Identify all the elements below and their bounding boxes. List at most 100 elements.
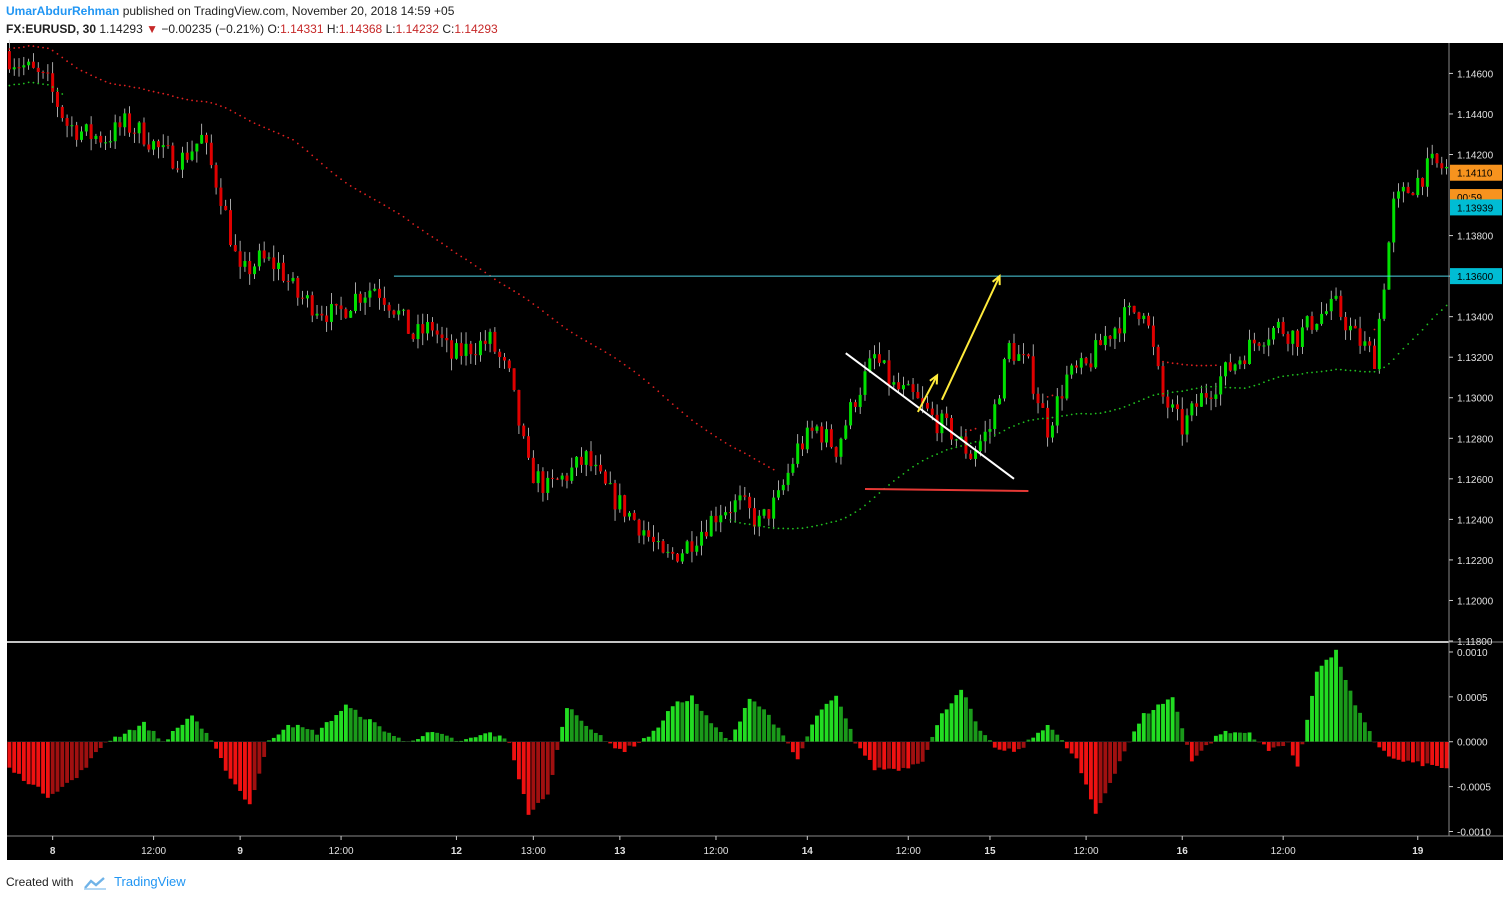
ma-fast-dot (1325, 370, 1328, 372)
histogram-bar (954, 695, 959, 742)
histogram-bar (1074, 741, 1079, 759)
ma-fast-dot (1397, 352, 1400, 355)
y-tick-label: 1.11800 (1457, 637, 1493, 648)
candle (440, 326, 444, 347)
candle-body (1022, 354, 1026, 356)
histogram-bar (98, 741, 103, 748)
histogram-bar (209, 740, 214, 742)
ma-fast-dot (734, 520, 737, 523)
histogram-bar (156, 738, 161, 742)
ma-value-badge: 1.13939 (1450, 199, 1502, 216)
ma-fast-dot (960, 445, 963, 447)
histogram-bar (1031, 737, 1036, 742)
histogram-bar (853, 741, 858, 744)
histogram-bar (790, 741, 795, 753)
candle-body (935, 414, 939, 434)
ma-fast-dot (902, 472, 905, 475)
tradingview-logo-icon (83, 876, 106, 890)
histogram-bar (454, 741, 459, 742)
candle-body (180, 152, 184, 170)
ma-fast-dot (763, 525, 765, 528)
candle (147, 132, 151, 153)
ma-slow-dot (253, 122, 256, 125)
candle-body (1329, 298, 1333, 312)
histogram-bar (858, 741, 863, 749)
ma-slow-dot (330, 170, 333, 173)
histogram-bar (1353, 705, 1358, 742)
candle (1411, 191, 1415, 196)
candle (570, 457, 574, 484)
histogram-bar (420, 736, 425, 742)
candle (801, 436, 804, 457)
ma-slow-dot (642, 378, 645, 381)
candle-body (1065, 374, 1069, 399)
candle (536, 464, 540, 493)
candle-body (882, 360, 886, 363)
candle (166, 135, 170, 149)
ma-slow-dot (691, 419, 693, 422)
ma-slow-dot (686, 415, 689, 418)
candle (1238, 356, 1242, 370)
histogram-bar (728, 739, 733, 742)
candle (1022, 343, 1026, 364)
candle (55, 87, 59, 118)
candle-body (661, 541, 665, 553)
candle-body (406, 309, 410, 334)
histogram-bar (1108, 741, 1113, 783)
author-name[interactable]: UmarAbdurRehman (6, 4, 120, 18)
candle (118, 116, 122, 136)
ma-fast-dot (1363, 370, 1366, 373)
candle (829, 424, 833, 449)
ma-fast-dot (868, 500, 871, 503)
ma-slow-dot (258, 124, 261, 127)
candle (267, 252, 271, 261)
candle-body (541, 471, 545, 493)
histogram-bar (7, 741, 12, 768)
candle (108, 130, 112, 148)
candle (1079, 352, 1083, 375)
histogram-bar (771, 724, 776, 742)
ma-fast-dot (1291, 374, 1294, 376)
candle-body (329, 304, 333, 322)
candle (527, 427, 531, 460)
candle (75, 121, 79, 147)
histogram-bar (127, 729, 132, 742)
histogram-bar (21, 741, 26, 781)
histogram-bar (228, 741, 233, 779)
candle-body (844, 425, 848, 439)
histogram-bar (1295, 741, 1300, 767)
ma-slow-dot (99, 78, 102, 81)
candle-body (757, 515, 761, 527)
candle (901, 376, 905, 397)
tradingview-link[interactable]: TradingView (114, 874, 186, 889)
candle (1012, 333, 1016, 365)
candle (1291, 330, 1295, 356)
ma-fast-dot (1412, 338, 1414, 341)
ma-slow-dot (311, 154, 314, 157)
ma-fast-dot (1306, 371, 1309, 374)
histogram-bar (1021, 741, 1026, 748)
candle (1094, 333, 1098, 369)
candle (1151, 316, 1155, 356)
candle-body (411, 333, 415, 340)
candle-body (560, 475, 564, 480)
ma-fast-dot (1383, 366, 1386, 369)
histogram-bar (973, 721, 978, 742)
candle (17, 58, 21, 77)
histogram-bar (108, 740, 113, 742)
candle (767, 509, 771, 526)
candle-body (502, 357, 506, 361)
ma-slow-dot (527, 299, 530, 302)
histogram-bar (665, 711, 670, 742)
histogram-bar (949, 703, 954, 742)
oscillator-axis-ticks: 0.0010 0.0005 0.0000 -0.0005 -0.0010 (1449, 648, 1491, 839)
candle-body (229, 210, 233, 246)
ma-slow-dot (623, 363, 626, 366)
histogram-bar (324, 722, 329, 742)
histogram-bar (132, 730, 137, 742)
ma-slow-dot (652, 386, 655, 389)
candles (7, 39, 1449, 564)
candle-body (99, 135, 103, 143)
histogram-bar (550, 741, 555, 775)
